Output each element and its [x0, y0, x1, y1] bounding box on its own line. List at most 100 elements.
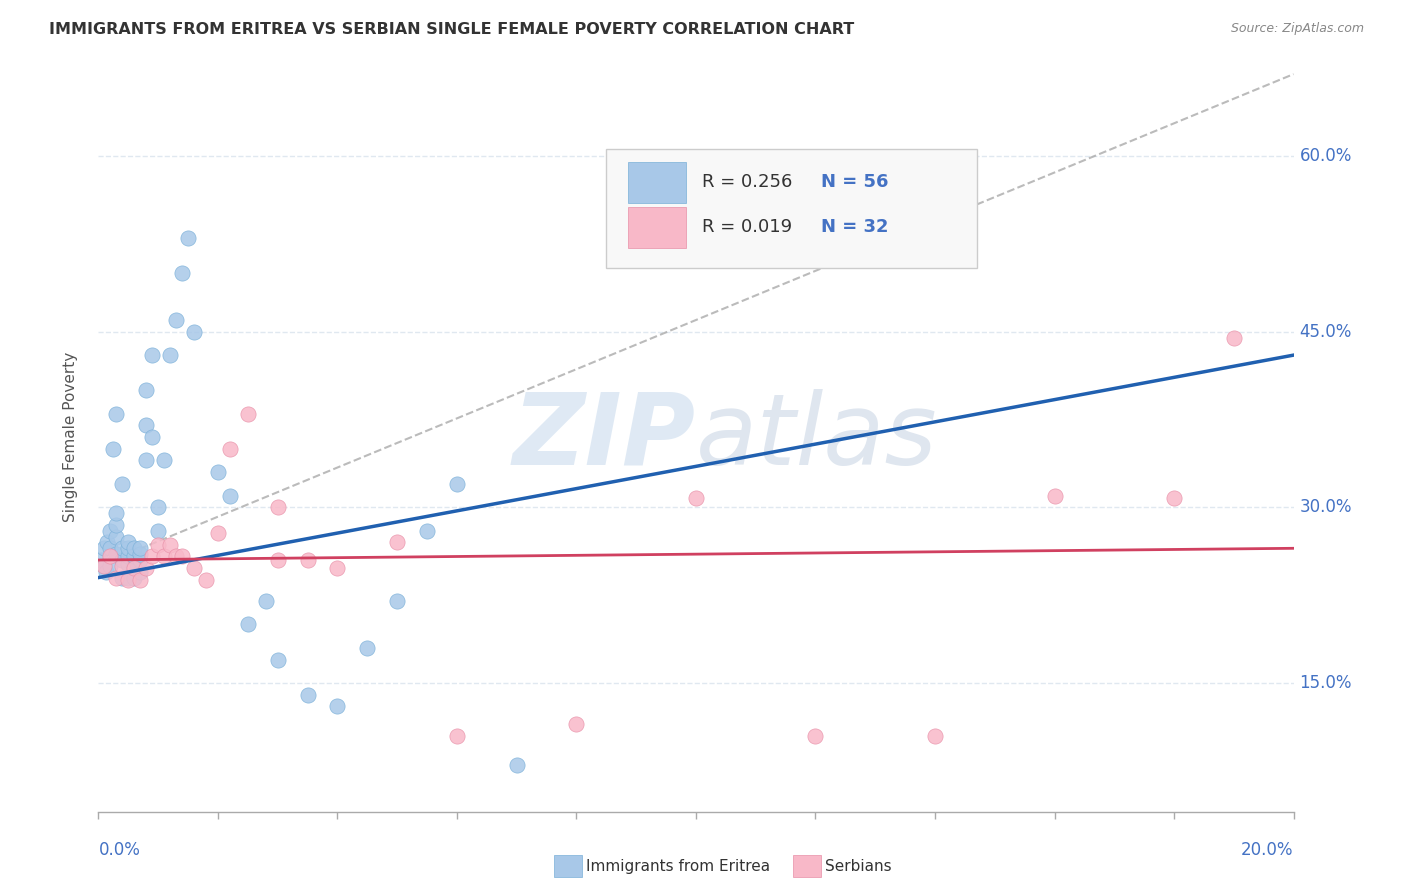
- Point: [148, 500, 170, 515]
- Point: [111, 476, 134, 491]
- Point: [207, 526, 229, 541]
- Point: [172, 266, 194, 280]
- FancyBboxPatch shape: [606, 149, 977, 268]
- Text: 0.0%: 0.0%: [98, 841, 141, 859]
- Point: [385, 594, 409, 608]
- Point: [416, 524, 439, 538]
- Text: 20.0%: 20.0%: [1241, 841, 1294, 859]
- Point: [103, 442, 125, 456]
- Point: [267, 553, 290, 567]
- Point: [96, 535, 118, 549]
- Y-axis label: Single Female Poverty: Single Female Poverty: [63, 352, 77, 522]
- Point: [1223, 330, 1246, 344]
- Point: [141, 348, 163, 362]
- Point: [153, 453, 176, 467]
- FancyBboxPatch shape: [628, 162, 686, 202]
- Point: [141, 430, 163, 444]
- Point: [129, 541, 152, 556]
- Point: [93, 558, 115, 573]
- Point: [135, 453, 157, 467]
- Point: [124, 561, 146, 575]
- Text: Serbians: Serbians: [825, 859, 891, 873]
- Point: [326, 561, 349, 575]
- Point: [98, 558, 122, 573]
- Point: [165, 549, 187, 564]
- Point: [1043, 489, 1066, 503]
- Text: 15.0%: 15.0%: [1299, 674, 1353, 692]
- Point: [117, 541, 139, 556]
- Point: [105, 407, 128, 421]
- Point: [207, 465, 229, 479]
- Point: [117, 535, 139, 549]
- Point: [236, 617, 259, 632]
- Point: [565, 717, 588, 731]
- Point: [135, 561, 157, 575]
- Point: [117, 557, 139, 571]
- Text: R = 0.256: R = 0.256: [702, 173, 793, 191]
- Point: [105, 547, 128, 561]
- Point: [141, 549, 163, 564]
- Point: [135, 418, 157, 433]
- Point: [90, 553, 112, 567]
- Point: [111, 571, 134, 585]
- Point: [183, 325, 205, 339]
- Point: [124, 549, 146, 564]
- Text: N = 32: N = 32: [821, 219, 889, 236]
- Point: [267, 652, 290, 666]
- Point: [111, 553, 134, 567]
- Point: [105, 530, 128, 544]
- Point: [105, 506, 128, 520]
- Text: IMMIGRANTS FROM ERITREA VS SERBIAN SINGLE FEMALE POVERTY CORRELATION CHART: IMMIGRANTS FROM ERITREA VS SERBIAN SINGL…: [49, 22, 855, 37]
- Point: [1163, 491, 1185, 505]
- Point: [117, 549, 139, 564]
- Point: [98, 549, 122, 564]
- Point: [506, 758, 529, 772]
- Point: [124, 571, 146, 585]
- Point: [177, 231, 200, 245]
- Point: [111, 541, 134, 556]
- Point: [129, 553, 152, 567]
- Point: [165, 313, 187, 327]
- Text: N = 56: N = 56: [821, 173, 889, 191]
- Point: [105, 517, 128, 532]
- Point: [94, 565, 117, 579]
- Point: [98, 541, 122, 556]
- Point: [148, 524, 170, 538]
- Point: [105, 571, 128, 585]
- Point: [111, 558, 134, 573]
- Point: [219, 442, 242, 456]
- Point: [153, 549, 176, 564]
- Point: [297, 688, 319, 702]
- Point: [446, 729, 468, 743]
- Text: 60.0%: 60.0%: [1299, 147, 1353, 165]
- Text: R = 0.019: R = 0.019: [702, 219, 792, 236]
- Point: [159, 538, 181, 552]
- Text: atlas: atlas: [696, 389, 938, 485]
- Point: [93, 541, 115, 556]
- Point: [236, 407, 259, 421]
- Point: [117, 571, 139, 585]
- Point: [219, 489, 242, 503]
- Point: [124, 558, 146, 573]
- Point: [159, 348, 181, 362]
- Point: [267, 500, 290, 515]
- Text: Immigrants from Eritrea: Immigrants from Eritrea: [586, 859, 770, 873]
- Point: [685, 491, 707, 505]
- Point: [129, 547, 152, 561]
- Text: ZIP: ZIP: [513, 389, 696, 485]
- Point: [385, 535, 409, 549]
- Point: [183, 561, 205, 575]
- Text: Source: ZipAtlas.com: Source: ZipAtlas.com: [1230, 22, 1364, 36]
- FancyBboxPatch shape: [628, 207, 686, 247]
- Point: [93, 558, 115, 573]
- Point: [98, 524, 122, 538]
- Point: [148, 538, 170, 552]
- Point: [124, 541, 146, 556]
- Point: [446, 476, 468, 491]
- Point: [804, 729, 827, 743]
- Point: [129, 565, 152, 579]
- Text: 45.0%: 45.0%: [1299, 323, 1353, 341]
- Point: [172, 549, 194, 564]
- Point: [326, 699, 349, 714]
- Point: [129, 573, 152, 587]
